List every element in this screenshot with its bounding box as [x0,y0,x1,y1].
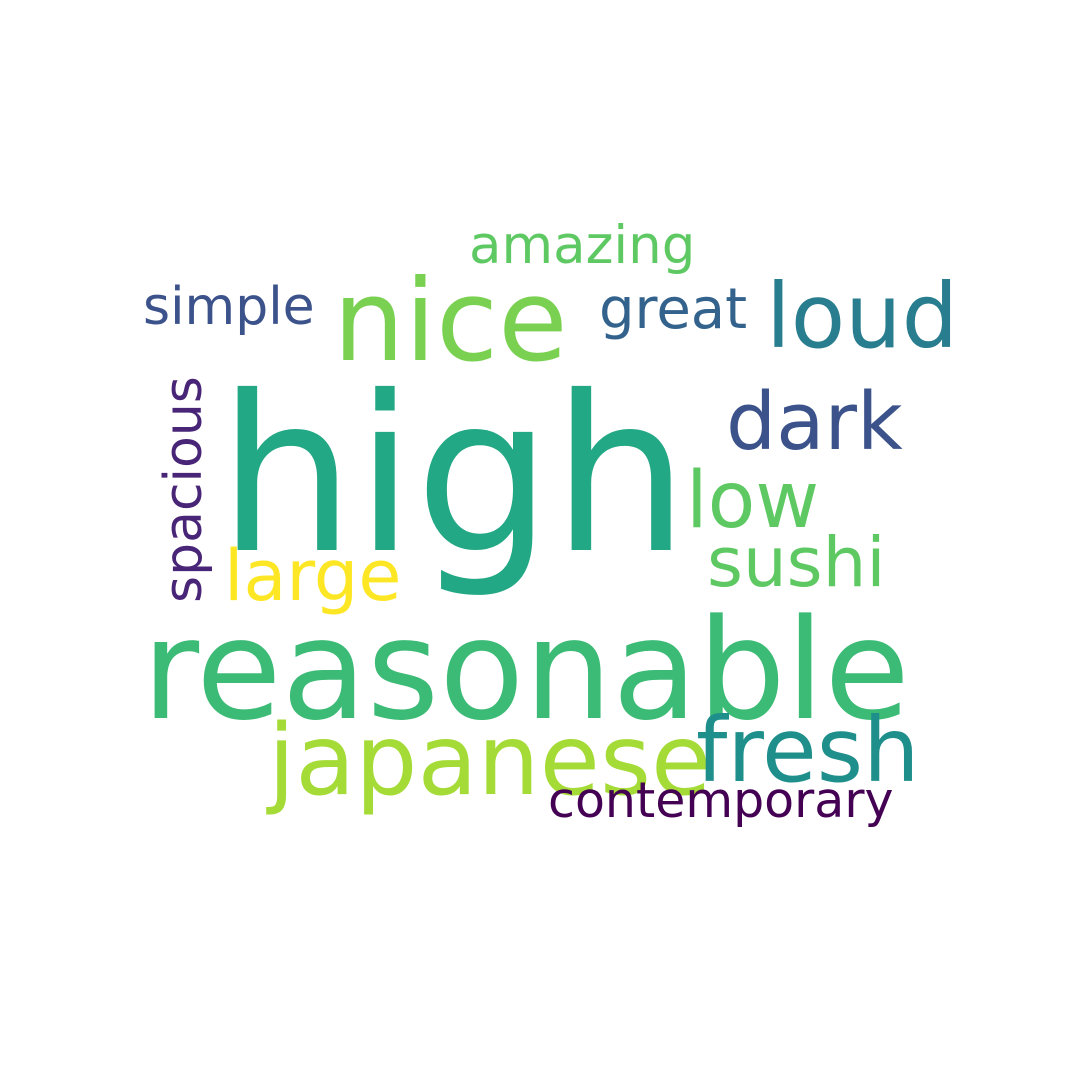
word-amazing: amazing [469,215,696,276]
word-nice: nice [333,255,568,387]
word-simple: simple [143,277,315,337]
word-great: great [599,277,748,342]
word-large: large [224,535,402,617]
word-loud: loud [766,264,959,368]
word-japanese: japanese [268,704,712,818]
word-reasonable: reasonable [142,589,910,751]
word-high: high [218,350,689,601]
word-sushi: sushi [707,523,886,603]
word-fresh: fresh [696,698,920,802]
word-contemporary: contemporary [548,772,894,829]
word-dark: dark [726,376,903,468]
word-spacious: spacious [154,376,214,603]
word-low: low [686,456,820,546]
